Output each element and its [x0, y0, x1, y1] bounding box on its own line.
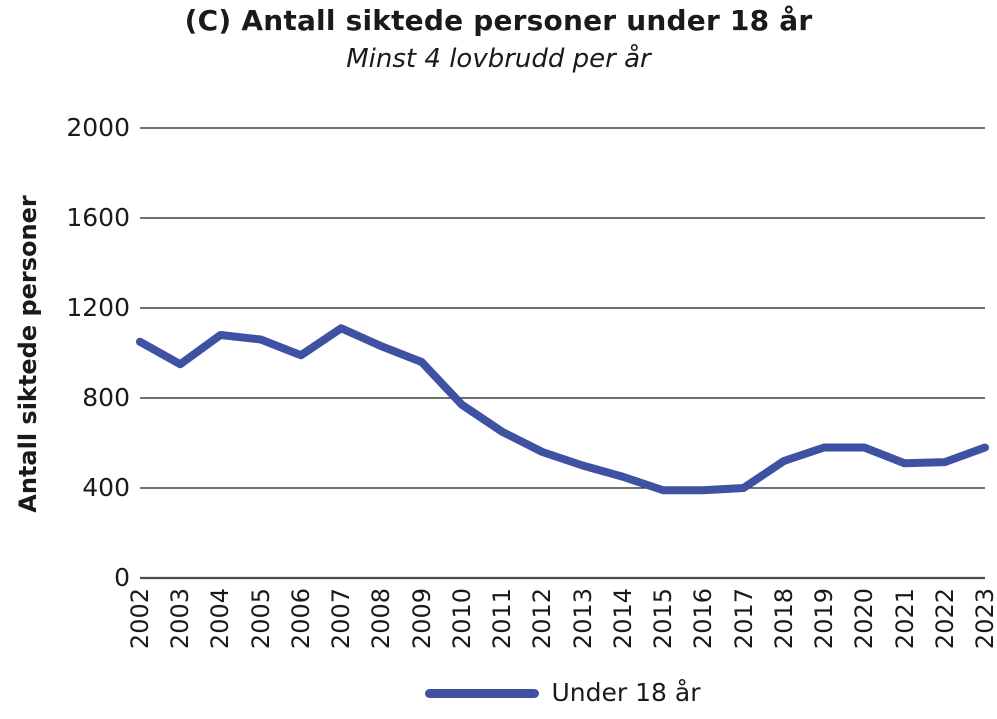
x-tick-label-2014: 2014: [608, 588, 637, 650]
y-tick-label-1200: 1200: [66, 293, 130, 322]
gridlines: [140, 127, 985, 580]
y-tick-label-2000: 2000: [66, 113, 130, 142]
legend-label: Under 18 år: [551, 678, 701, 707]
x-tick-label-2015: 2015: [649, 588, 678, 650]
x-tick-label-2002: 2002: [126, 588, 154, 650]
x-tick-label-2018: 2018: [769, 588, 798, 650]
x-tick-label-2008: 2008: [367, 588, 396, 650]
x-tick-label-2020: 2020: [850, 588, 879, 650]
y-tick-label-800: 800: [82, 383, 130, 412]
x-tick-label-2022: 2022: [930, 588, 959, 650]
chart-title: (C) Antall siktede personer under 18 år: [184, 4, 813, 37]
x-tick-label-2003: 2003: [166, 588, 195, 650]
x-tick-label-2011: 2011: [488, 588, 517, 650]
x-tick-label-2010: 2010: [447, 588, 476, 650]
series-line-under-18-ar: [136, 324, 989, 495]
x-tick-label-2013: 2013: [568, 588, 597, 650]
x-tick-label-2004: 2004: [206, 588, 235, 650]
x-tick-label-2017: 2017: [729, 588, 758, 650]
x-tick-label-2016: 2016: [689, 588, 718, 650]
y-tick-label-0: 0: [114, 563, 130, 592]
x-tick-label-2006: 2006: [286, 588, 315, 650]
y-tick-label-1600: 1600: [66, 203, 130, 232]
y-tick-label-400: 400: [82, 473, 130, 502]
x-tick-label-2007: 2007: [327, 588, 356, 650]
x-tick-label-2009: 2009: [407, 588, 436, 650]
x-tick-label-2023: 2023: [971, 588, 997, 650]
x-tick-label-2012: 2012: [528, 588, 557, 650]
x-tick-label-2021: 2021: [890, 588, 919, 650]
x-tick-label-2019: 2019: [810, 588, 839, 650]
x-tick-label-2005: 2005: [246, 588, 275, 650]
legend-line-swatch: [424, 688, 539, 698]
legend: Under 18 år: [140, 678, 985, 708]
chart-subtitle: Minst 4 lovbrudd per år: [346, 44, 651, 74]
